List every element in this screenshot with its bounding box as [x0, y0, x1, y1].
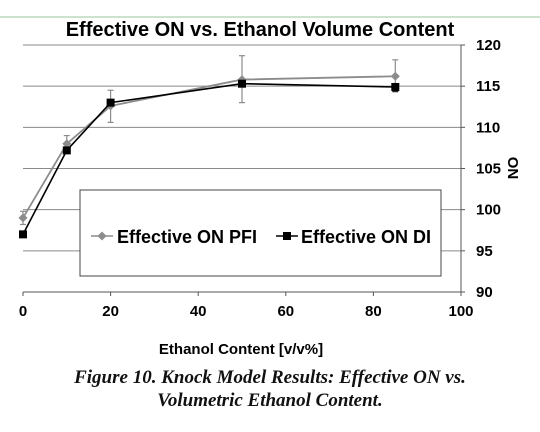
- legend-label-pfi: Effective ON PFI: [117, 227, 257, 247]
- caption-line-2: Volumetric Ethanol Content.: [157, 390, 383, 411]
- y-axis-label: ON: [504, 157, 521, 180]
- data-point-pfi: [390, 71, 400, 81]
- data-point-di: [391, 82, 400, 91]
- legend-marker-square: [283, 232, 291, 240]
- chart-title: Effective ON vs. Ethanol Volume Content: [66, 19, 455, 41]
- data-point-di: [238, 79, 246, 88]
- x-tick-label: 20: [102, 303, 119, 320]
- caption-line-1: Figure 10. Knock Model Results: Effectiv…: [74, 367, 466, 388]
- x-tick-label: 80: [365, 303, 382, 320]
- figure-caption: Figure 10. Knock Model Results: Effectiv…: [0, 366, 540, 412]
- y-tick-label: 105: [476, 161, 501, 178]
- legend-label-di: Effective ON DI: [301, 227, 431, 247]
- data-point-di: [106, 98, 115, 107]
- y-tick-label: 100: [476, 202, 501, 219]
- x-axis-label: Ethanol Content [v/v%]: [159, 341, 323, 358]
- x-tick-label: 0: [19, 303, 27, 320]
- chart-svg: Effective ON vs. Ethanol Volume Content …: [0, 16, 540, 358]
- y-tick-label: 110: [476, 119, 500, 136]
- data-point-pfi: [62, 139, 72, 149]
- legend-box: [79, 189, 442, 277]
- y-tick-label: 120: [476, 37, 501, 54]
- data-point-di: [62, 146, 71, 155]
- x-tick-label: 40: [190, 303, 207, 320]
- chart: Effective ON vs. Ethanol Volume Content …: [0, 16, 540, 358]
- y-tick-label: 95: [476, 243, 493, 260]
- y-tick-label: 90: [476, 284, 493, 301]
- data-point-pfi: [18, 213, 28, 223]
- x-tick-label: 60: [277, 303, 294, 320]
- legend-marker-diamond: [97, 231, 107, 241]
- data-point-di: [19, 230, 27, 239]
- x-tick-label: 100: [448, 303, 473, 320]
- y-tick-label: 115: [476, 78, 500, 95]
- legend: Effective ON PFI Effective ON DI: [79, 189, 442, 277]
- series-layer: [18, 55, 400, 239]
